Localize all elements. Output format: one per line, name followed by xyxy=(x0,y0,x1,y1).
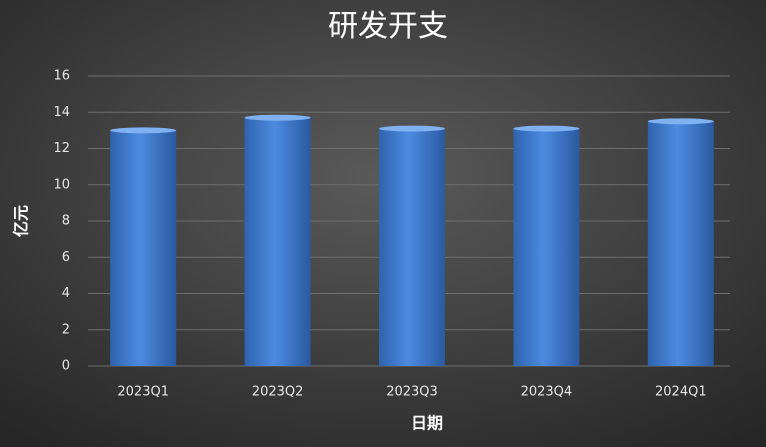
x-axis-label: 日期 xyxy=(411,414,443,433)
bar-top xyxy=(647,118,714,125)
y-tick-label: 8 xyxy=(62,214,70,229)
y-tick-label: 2 xyxy=(62,322,70,337)
y-tick-label: 0 xyxy=(62,359,70,374)
chart-title: 研发开支 xyxy=(328,9,448,44)
bar xyxy=(513,128,580,366)
y-tick-label: 6 xyxy=(62,250,70,265)
x-tick-label: 2023Q2 xyxy=(252,385,304,400)
x-tick-label: 2024Q1 xyxy=(655,385,707,400)
bar-top xyxy=(244,114,311,121)
x-tick-label: 2023Q1 xyxy=(117,385,169,400)
bar xyxy=(110,130,177,366)
x-tick-label: 2023Q3 xyxy=(386,385,438,400)
y-tick-label: 4 xyxy=(62,286,70,301)
bar xyxy=(379,128,445,366)
y-tick-label: 12 xyxy=(53,141,70,156)
y-tick-label: 14 xyxy=(53,105,70,120)
y-tick-label: 10 xyxy=(53,177,70,192)
bar-top xyxy=(110,127,177,134)
y-tick-label: 16 xyxy=(53,69,70,84)
bar-top xyxy=(513,125,580,132)
bar xyxy=(647,121,714,366)
y-axis-label: 亿元 xyxy=(12,205,31,237)
x-tick-label: 2023Q4 xyxy=(521,385,573,400)
bar-top xyxy=(379,125,445,132)
bar xyxy=(244,117,311,366)
